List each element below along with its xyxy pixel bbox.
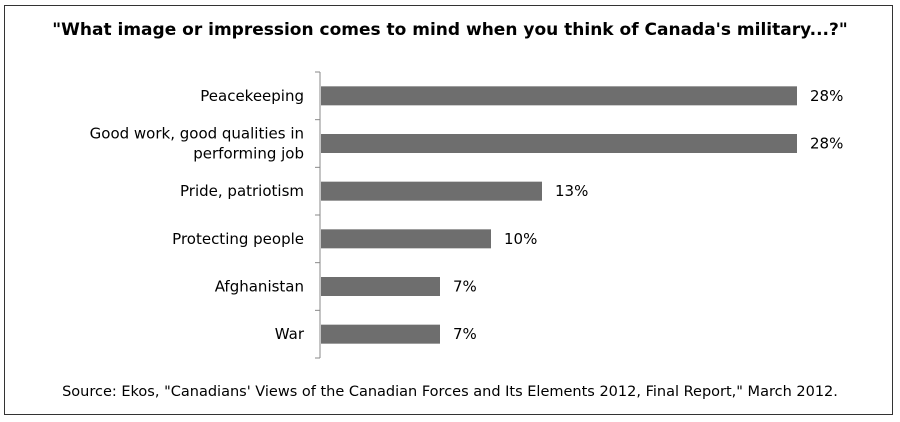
category-label-1: Peacekeeping xyxy=(200,87,304,105)
bar-3 xyxy=(321,181,542,201)
bar-4 xyxy=(321,229,491,249)
bar-2 xyxy=(321,134,797,153)
bar-5 xyxy=(321,277,440,296)
chart-frame xyxy=(4,5,893,415)
category-label-4: Protecting people xyxy=(172,230,304,248)
value-label-1: 28% xyxy=(810,87,843,105)
category-label-2: Good work, good qualities in performing j… xyxy=(90,125,304,163)
source-note: Source: Ekos, "Canadians' Views of the C… xyxy=(62,384,838,400)
category-label-5: Afghanistan xyxy=(215,278,304,296)
category-label-6: War xyxy=(275,325,305,343)
value-label-2: 28% xyxy=(810,135,843,153)
value-label-4: 10% xyxy=(504,230,537,248)
chart-title: "What image or impression comes to mind … xyxy=(52,20,848,40)
value-label-3: 13% xyxy=(555,182,588,200)
bar-6 xyxy=(321,324,440,344)
bar-chart: 28% Peacekeeping 28% Good work, good qualit… xyxy=(90,71,843,359)
bar-1 xyxy=(321,86,797,106)
value-label-5: 7% xyxy=(453,278,477,296)
category-label-3: Pride, patriotism xyxy=(180,182,304,200)
value-label-6: 7% xyxy=(453,325,477,343)
